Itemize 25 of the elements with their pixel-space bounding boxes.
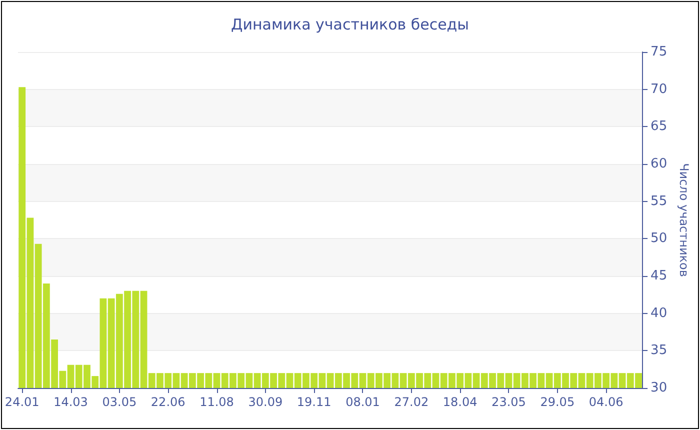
x-tick-label: 27.02 — [394, 395, 429, 409]
x-tick-label: 24.01 — [4, 395, 40, 409]
y-axis-title: Число участников — [677, 163, 691, 277]
x-tick-label: 29.05 — [540, 395, 575, 409]
y-tick-label: 50 — [650, 231, 668, 246]
x-tick-label: 30.09 — [248, 395, 283, 409]
x-tick-label: 23.05 — [492, 395, 526, 409]
x-tick-label: 08.01 — [346, 395, 380, 409]
x-tick-label: 14.03 — [54, 395, 88, 409]
x-tick-label: 22.06 — [150, 395, 186, 409]
x-tick-label: 11.08 — [200, 395, 234, 409]
chart-title: Динамика участников беседы — [230, 16, 470, 34]
y-tick-label: 35 — [650, 343, 668, 358]
x-tick-label: 18.04 — [442, 395, 478, 409]
y-tick-label: 45 — [650, 268, 668, 284]
x-tick-label: 03.05 — [102, 395, 137, 409]
y-tick-label: 55 — [650, 194, 668, 209]
x-tick-label: 04.06 — [588, 395, 624, 409]
y-tick-label: 30 — [650, 380, 668, 396]
y-tick-label: 70 — [650, 82, 668, 97]
y-tick-label: 60 — [650, 156, 668, 172]
y-tick-label: 65 — [650, 119, 668, 134]
y-tick-label: 75 — [650, 44, 668, 60]
y-tick-label: 40 — [650, 306, 668, 321]
x-tick-label: 19.11 — [296, 395, 332, 409]
